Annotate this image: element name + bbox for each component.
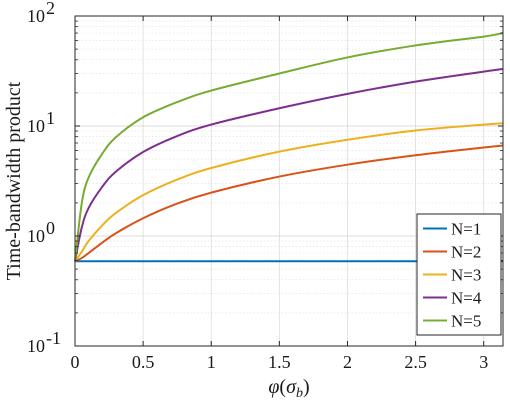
x-tick-label: 1 bbox=[207, 352, 216, 372]
plot-frame bbox=[74, 15, 504, 347]
x-axis-title: φ(σb) bbox=[268, 376, 309, 401]
legend-label-n1: N=1 bbox=[451, 220, 481, 239]
y-tick-exponent: -1 bbox=[46, 328, 61, 348]
x-tick-label: 2 bbox=[343, 352, 352, 372]
x-tick-label: 0 bbox=[71, 352, 80, 372]
y-tick-exponent: 1 bbox=[46, 108, 55, 128]
y-tick-exponent: 0 bbox=[46, 218, 55, 238]
legend-label-n5: N=5 bbox=[451, 312, 481, 331]
series-lines bbox=[74, 32, 504, 263]
legend-label-n4: N=4 bbox=[451, 289, 482, 308]
series-line-n2 bbox=[74, 144, 504, 263]
x-tick-label: 2.5 bbox=[404, 352, 427, 372]
y-tick-label: 10 bbox=[27, 336, 45, 356]
legend: N=1 N=2 N=3 N=4 N=5 bbox=[416, 213, 502, 336]
x-tick-label: 3 bbox=[479, 352, 488, 372]
y-axis-title: Time-bandwidth product bbox=[3, 81, 25, 280]
x-tick-labels: 0 0.5 1 1.5 2 2.5 3 bbox=[71, 352, 489, 372]
legend-label-n3: N=3 bbox=[451, 266, 481, 285]
series-line-n5 bbox=[74, 32, 504, 262]
series-line-n4 bbox=[74, 67, 504, 262]
series-line-n3 bbox=[74, 122, 504, 262]
y-tick-exponent: 2 bbox=[46, 0, 55, 18]
y-tick-label: 10 bbox=[27, 226, 45, 246]
legend-label-n2: N=2 bbox=[451, 243, 481, 262]
x-tick-label: 1.5 bbox=[268, 352, 291, 372]
y-tick-label: 10 bbox=[27, 6, 45, 26]
x-tick-label: 0.5 bbox=[132, 352, 155, 372]
y-tick-label: 10 bbox=[27, 116, 45, 136]
